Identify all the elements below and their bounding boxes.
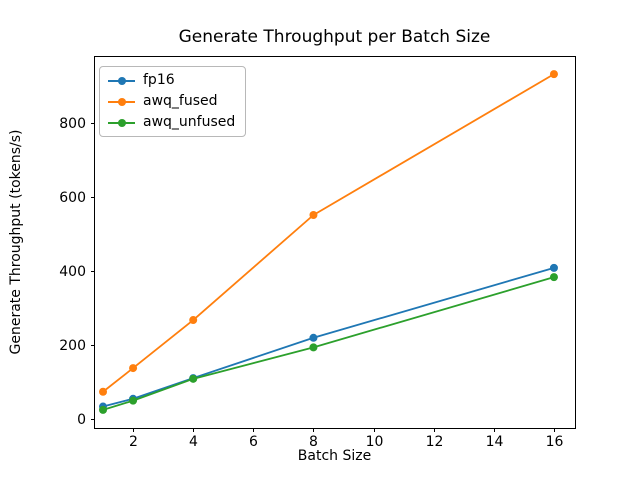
y-axis-label: Generate Throughput (tokens/s) — [8, 129, 24, 355]
legend-marker-icon — [117, 118, 126, 127]
legend-line-sample — [108, 97, 135, 106]
legend-label: fp16 — [143, 72, 175, 88]
chart-title: Generate Throughput per Batch Size — [178, 27, 491, 47]
data-point-fp16 — [309, 333, 318, 342]
x-tick-label: 12 — [426, 434, 444, 450]
y-tick-label: 200 — [59, 338, 86, 354]
legend: fp16 awq_fused awq_unfused — [99, 66, 247, 137]
legend-label: awq_fused — [143, 93, 218, 109]
legend-item-awq-fused: awq_fused — [108, 93, 235, 110]
legend-label: awq_unfused — [143, 114, 236, 130]
x-axis-label: Batch Size — [297, 448, 372, 464]
legend-item-fp16: fp16 — [108, 72, 235, 89]
data-point-awq_unfused — [309, 343, 318, 352]
axes-frame — [94, 56, 576, 429]
y-tick-label: 800 — [59, 116, 86, 132]
data-point-awq_fused — [189, 316, 198, 325]
data-point-awq_fused — [309, 211, 318, 220]
data-point-awq_unfused — [189, 374, 198, 383]
data-point-awq_unfused — [129, 396, 138, 405]
data-point-awq_fused — [99, 387, 108, 396]
x-tick-label: 4 — [189, 434, 198, 450]
x-tick-label: 8 — [309, 434, 318, 450]
data-point-fp16 — [549, 263, 558, 272]
series-line-awq_unfused — [102, 276, 555, 411]
x-tick-label: 6 — [249, 434, 258, 450]
legend-item-awq-unfused: awq_unfused — [108, 114, 235, 131]
legend-marker-icon — [117, 97, 126, 106]
legend-marker-icon — [117, 76, 126, 85]
data-point-awq_fused — [549, 70, 558, 79]
x-tick-label: 16 — [546, 434, 564, 450]
data-point-awq_fused — [129, 364, 138, 373]
legend-line-sample — [108, 76, 135, 85]
x-tick-label: 2 — [129, 434, 138, 450]
data-point-awq_unfused — [99, 405, 108, 414]
y-tick-label: 0 — [77, 412, 86, 428]
x-tick-label: 10 — [366, 434, 384, 450]
data-point-awq_unfused — [549, 273, 558, 282]
x-tick-label: 14 — [486, 434, 504, 450]
legend-line-sample — [108, 118, 135, 127]
y-tick-label: 400 — [59, 264, 86, 280]
y-tick-label: 600 — [59, 190, 86, 206]
